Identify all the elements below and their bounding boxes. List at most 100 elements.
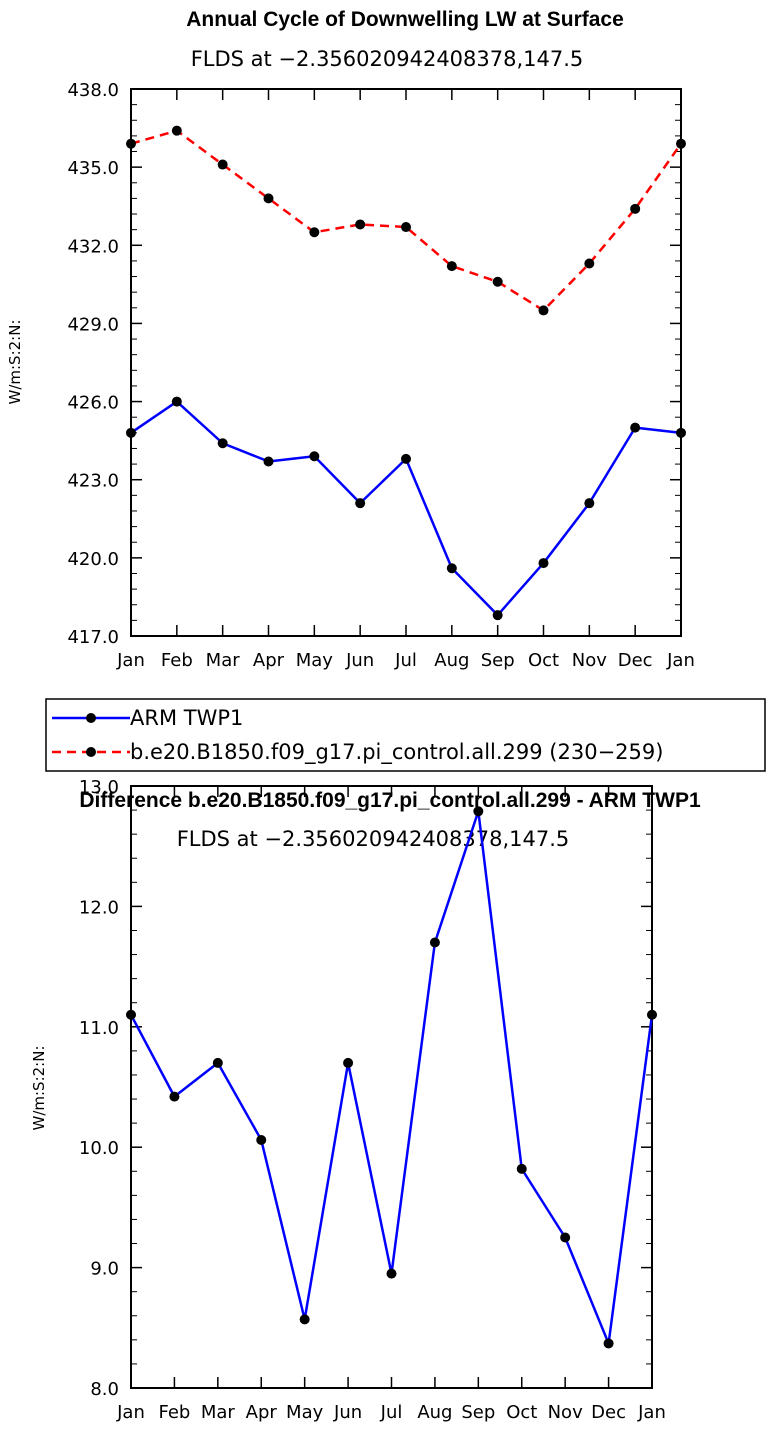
data-point	[401, 453, 411, 464]
annual-cycle-chart: Annual Cycle of Downwelling LW at Surfac…	[6, 8, 695, 671]
data-point	[217, 159, 228, 170]
data-point	[492, 276, 503, 287]
x-tick-label: Mar	[201, 1402, 236, 1423]
chart-1-y-axis-label: W/m:S:2:N:	[6, 320, 24, 405]
data-point	[126, 427, 136, 438]
data-point	[647, 1009, 657, 1020]
data-point	[473, 806, 484, 817]
x-tick-label: Oct	[506, 1402, 537, 1423]
x-tick-label: Dec	[591, 1402, 626, 1423]
y-tick-label: 423.0	[67, 471, 119, 492]
x-tick-label: Apr	[253, 650, 285, 671]
data-point	[676, 138, 686, 149]
data-point	[171, 125, 182, 136]
data-point	[630, 203, 641, 214]
data-point	[212, 1057, 223, 1068]
legend-label-arm-twp1: ARM TWP1	[130, 706, 243, 730]
y-tick-label: 9.0	[90, 1259, 119, 1280]
x-tick-label: May	[286, 1402, 324, 1423]
x-tick-label: Jan	[116, 1402, 145, 1423]
x-tick-label: Oct	[528, 650, 559, 671]
x-tick-label: Jun	[345, 650, 374, 671]
data-point	[446, 563, 457, 574]
x-tick-label: Jul	[380, 1402, 403, 1423]
x-tick-label: Nov	[572, 650, 607, 671]
y-tick-label: 438.0	[67, 80, 119, 101]
chart-2-subtitle: FLDS at −2.356020942408378,147.5	[177, 827, 570, 851]
data-point	[299, 1314, 310, 1325]
series-line-0	[130, 400, 682, 617]
x-tick-label: May	[296, 650, 334, 671]
chart-2-plot-area: Jan Feb Mar Apr May Jun Jul Aug Sep Oct Nov Dec Jan8…	[79, 777, 666, 1423]
data-point	[386, 1268, 397, 1279]
chart-1-plot-area: Jan Feb Mar Apr May Jun Jul Aug Sep Oct Nov Dec Jan4…	[67, 80, 694, 671]
x-tick-label: Jan	[637, 1402, 666, 1423]
y-tick-label: 11.0	[79, 1018, 119, 1039]
data-point	[429, 937, 440, 948]
data-point	[263, 456, 274, 467]
x-tick-label: Nov	[548, 1402, 583, 1423]
series-line-0	[129, 810, 654, 1345]
legend-item-arm-twp1: ARM TWP1	[52, 706, 243, 730]
y-tick-label: 8.0	[90, 1379, 119, 1400]
data-point	[169, 1091, 180, 1102]
y-tick-label: 432.0	[67, 236, 119, 257]
legend-marker-arm-twp1	[86, 713, 96, 723]
x-tick-label: Dec	[618, 650, 653, 671]
y-tick-label: 417.0	[67, 627, 119, 648]
y-tick-label: 429.0	[67, 314, 119, 335]
y-tick-label: 420.0	[67, 549, 119, 570]
data-point	[126, 138, 136, 149]
x-tick-label: Feb	[161, 650, 193, 671]
data-point	[676, 427, 686, 438]
y-tick-label: 13.0	[79, 777, 119, 798]
difference-chart: Difference b.e20.B1850.f09_g17.pi_contro…	[30, 777, 701, 1423]
y-tick-label: 10.0	[79, 1138, 119, 1159]
x-tick-label: Mar	[206, 650, 241, 671]
data-point	[584, 258, 595, 269]
data-point	[309, 227, 320, 238]
legend: ARM TWP1 b.e20.B1850.f09_g17.pi_control.…	[45, 698, 766, 772]
data-point	[309, 451, 320, 462]
y-tick-label: 426.0	[67, 393, 119, 414]
data-point	[492, 610, 503, 621]
x-tick-label: Jan	[666, 650, 695, 671]
data-point	[538, 305, 549, 316]
data-point	[355, 219, 366, 230]
x-tick-label: Jun	[333, 1402, 362, 1423]
data-point	[343, 1057, 354, 1068]
legend-item-model: b.e20.B1850.f09_g17.pi_control.all.299 (…	[52, 740, 663, 765]
data-point	[171, 396, 182, 407]
data-point	[603, 1338, 614, 1349]
x-tick-label: Apr	[246, 1402, 278, 1423]
chart-1-subtitle: FLDS at −2.356020942408378,147.5	[191, 47, 584, 71]
data-point	[630, 422, 641, 433]
data-point	[263, 193, 274, 204]
legend-box	[45, 698, 766, 772]
x-tick-label: Jan	[116, 650, 145, 671]
data-point	[516, 1163, 527, 1174]
chart-2-title: Difference b.e20.B1850.f09_g17.pi_contro…	[79, 789, 701, 812]
legend-label-model: b.e20.B1850.f09_g17.pi_control.all.299 (…	[130, 740, 663, 765]
data-point	[560, 1232, 571, 1243]
chart-1-title: Annual Cycle of Downwelling LW at Surfac…	[186, 8, 624, 31]
plot-frame	[130, 88, 682, 637]
data-point	[355, 498, 366, 509]
x-tick-label: Sep	[461, 1402, 495, 1423]
data-point	[446, 261, 457, 272]
data-point	[584, 498, 595, 509]
plot-frame	[130, 785, 653, 1389]
data-point	[217, 438, 228, 449]
data-point	[538, 558, 549, 569]
data-point	[126, 1009, 136, 1020]
x-tick-label: Jul	[394, 650, 417, 671]
series-line-1	[130, 129, 683, 312]
x-tick-label: Aug	[417, 1402, 452, 1423]
data-point	[256, 1134, 267, 1145]
legend-marker-model	[86, 747, 96, 757]
x-tick-label: Aug	[434, 650, 469, 671]
data-point	[401, 222, 411, 233]
y-tick-label: 435.0	[67, 158, 119, 179]
x-tick-label: Feb	[158, 1402, 190, 1423]
